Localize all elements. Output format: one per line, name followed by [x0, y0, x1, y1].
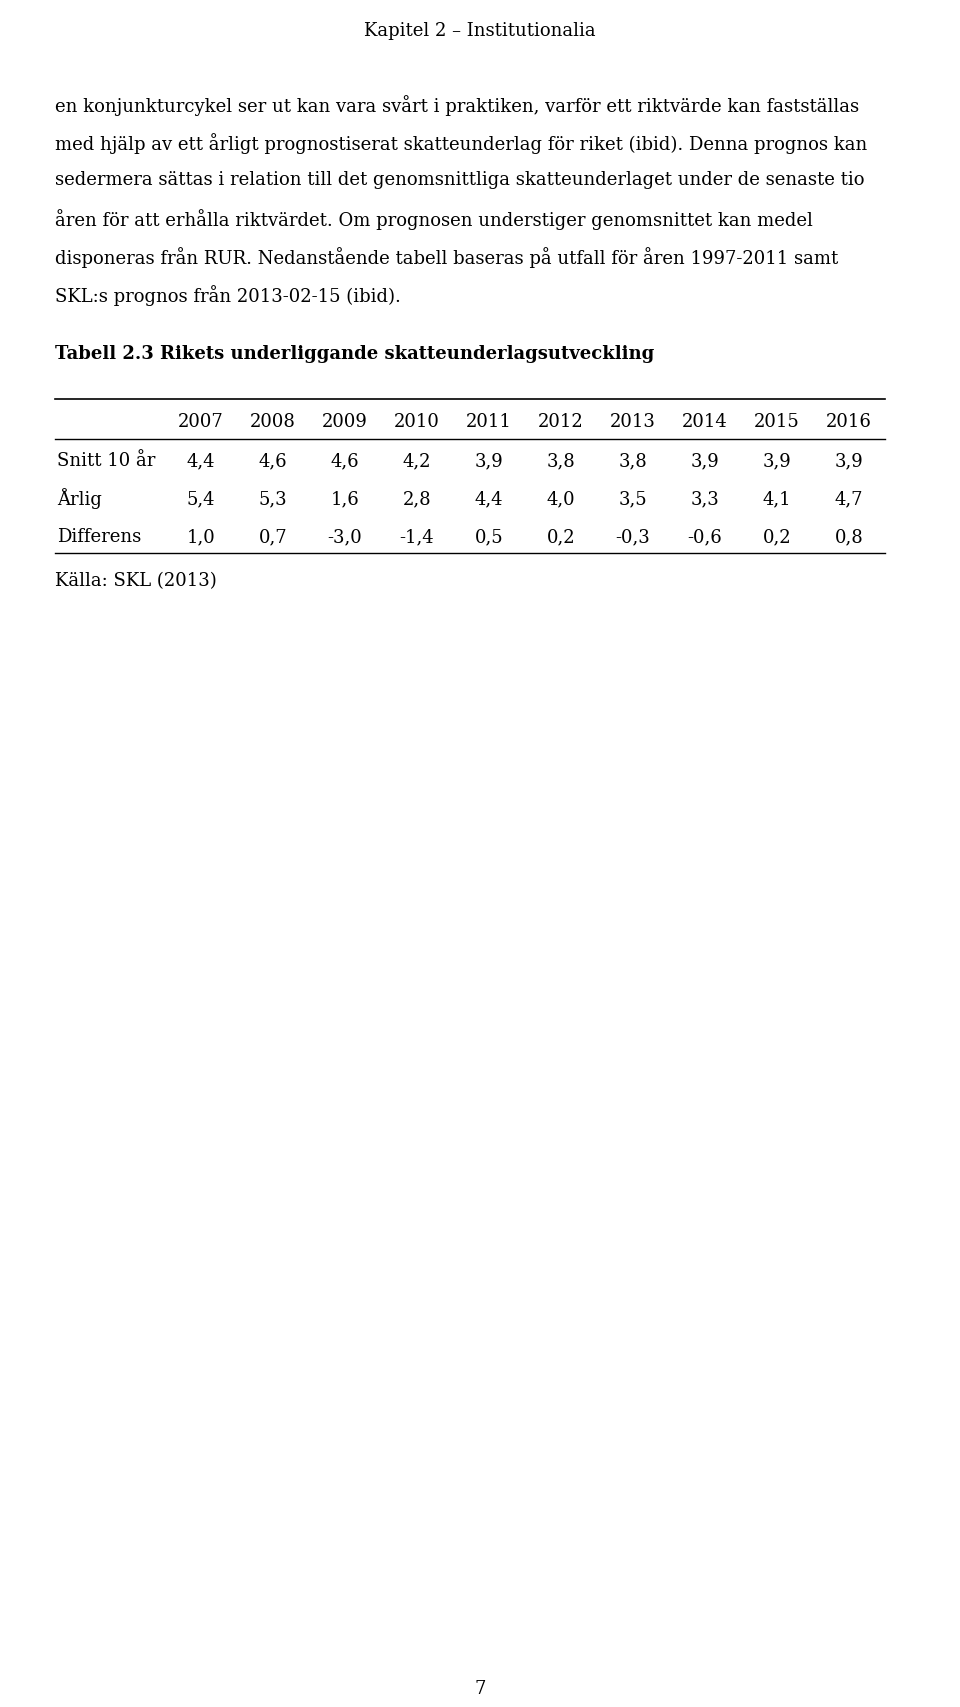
Text: Snitt 10 år: Snitt 10 år: [57, 452, 156, 469]
Text: 2012: 2012: [539, 413, 584, 430]
Text: 4,7: 4,7: [835, 490, 863, 507]
Text: 3,5: 3,5: [618, 490, 647, 507]
Text: 4,1: 4,1: [762, 490, 791, 507]
Text: -1,4: -1,4: [399, 527, 434, 546]
Text: 3,9: 3,9: [834, 452, 863, 469]
Text: 0,5: 0,5: [474, 527, 503, 546]
Text: 4,2: 4,2: [403, 452, 431, 469]
Text: 2016: 2016: [826, 413, 872, 430]
Text: 3,8: 3,8: [546, 452, 575, 469]
Text: 4,4: 4,4: [475, 490, 503, 507]
Text: 4,4: 4,4: [187, 452, 215, 469]
Text: sedermera sättas i relation till det genomsnittliga skatteunderlaget under de se: sedermera sättas i relation till det gen…: [55, 171, 865, 189]
Text: 4,6: 4,6: [330, 452, 359, 469]
Text: 2007: 2007: [179, 413, 224, 430]
Text: 2013: 2013: [610, 413, 656, 430]
Text: 2010: 2010: [394, 413, 440, 430]
Text: 0,2: 0,2: [546, 527, 575, 546]
Text: 3,9: 3,9: [474, 452, 503, 469]
Text: 2014: 2014: [683, 413, 728, 430]
Text: 3,9: 3,9: [762, 452, 791, 469]
Text: -3,0: -3,0: [327, 527, 362, 546]
Text: åren för att erhålla riktvärdet. Om prognosen understiger genomsnittet kan medel: åren för att erhålla riktvärdet. Om prog…: [55, 208, 813, 230]
Text: 2,8: 2,8: [402, 490, 431, 507]
Text: Källa: SKL (2013): Källa: SKL (2013): [55, 572, 217, 589]
Text: Kapitel 2 – Institutionalia: Kapitel 2 – Institutionalia: [364, 22, 596, 39]
Text: 4,0: 4,0: [546, 490, 575, 507]
Text: -0,6: -0,6: [687, 527, 722, 546]
Text: 0,8: 0,8: [834, 527, 863, 546]
Text: 0,2: 0,2: [762, 527, 791, 546]
Text: 5,4: 5,4: [187, 490, 215, 507]
Text: en konjunkturcykel ser ut kan vara svårt i praktiken, varför ett riktvärde kan f: en konjunkturcykel ser ut kan vara svårt…: [55, 96, 859, 116]
Text: Differens: Differens: [57, 527, 141, 546]
Text: -0,3: -0,3: [615, 527, 650, 546]
Text: 3,3: 3,3: [690, 490, 719, 507]
Text: 3,8: 3,8: [618, 452, 647, 469]
Text: 2015: 2015: [755, 413, 800, 430]
Text: 2011: 2011: [466, 413, 512, 430]
Text: Tabell 2.3 Rikets underliggande skatteunderlagsutveckling: Tabell 2.3 Rikets underliggande skatteun…: [55, 345, 655, 364]
Text: 3,9: 3,9: [690, 452, 719, 469]
Text: Årlig: Årlig: [57, 488, 102, 509]
Text: 2008: 2008: [250, 413, 296, 430]
Text: disponeras från RUR. Nedanstående tabell baseras på utfall för åren 1997-2011 sa: disponeras från RUR. Nedanstående tabell…: [55, 248, 838, 268]
Text: 1,6: 1,6: [330, 490, 359, 507]
Text: 4,6: 4,6: [258, 452, 287, 469]
Text: 7: 7: [474, 1680, 486, 1697]
Text: 5,3: 5,3: [258, 490, 287, 507]
Text: 2009: 2009: [322, 413, 368, 430]
Text: med hjälp av ett årligt prognostiserat skatteunderlag för riket (ibid). Denna pr: med hjälp av ett årligt prognostiserat s…: [55, 133, 867, 154]
Text: 1,0: 1,0: [186, 527, 215, 546]
Text: 0,7: 0,7: [258, 527, 287, 546]
Text: SKL:s prognos från 2013-02-15 (ibid).: SKL:s prognos från 2013-02-15 (ibid).: [55, 285, 401, 306]
